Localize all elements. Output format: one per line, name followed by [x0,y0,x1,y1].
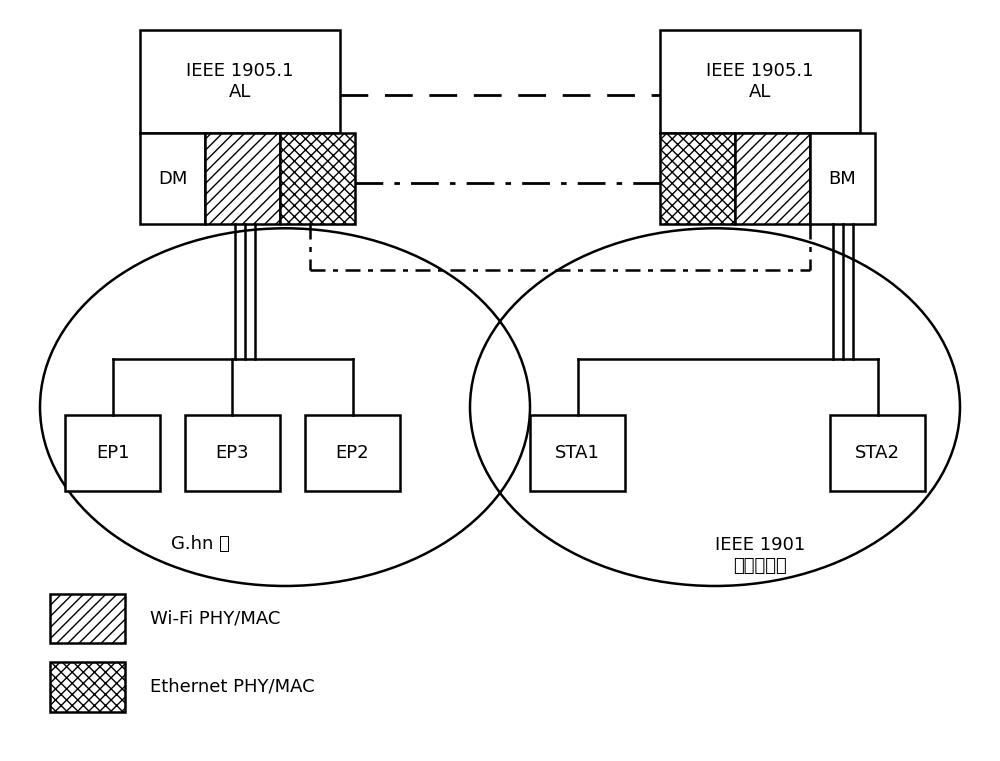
Text: IEEE 1905.1
AL: IEEE 1905.1 AL [186,62,294,101]
Text: BM: BM [829,170,856,188]
Bar [660,133,735,224]
Bar [810,133,875,224]
Bar [830,415,925,491]
Text: IEEE 1901
基本服务集: IEEE 1901 基本服务集 [715,537,805,575]
Bar [185,415,280,491]
Text: IEEE 1905.1
AL: IEEE 1905.1 AL [706,62,814,101]
Text: Wi-Fi PHY/MAC: Wi-Fi PHY/MAC [150,610,280,627]
Bar [65,415,160,491]
Text: EP3: EP3 [216,444,249,462]
Text: Ethernet PHY/MAC: Ethernet PHY/MAC [150,678,315,696]
Bar [530,415,625,491]
Text: EP2: EP2 [336,444,369,462]
Bar [735,133,810,224]
Text: STA2: STA2 [855,444,900,462]
Text: DM: DM [158,170,187,188]
Bar [660,30,860,133]
Bar [205,133,280,224]
Text: STA1: STA1 [555,444,600,462]
Bar [50,662,125,712]
Bar [305,415,400,491]
Bar [280,133,355,224]
Bar [140,30,340,133]
Text: EP1: EP1 [96,444,129,462]
Bar [140,133,205,224]
Bar [50,594,125,643]
Text: G.hn 域: G.hn 域 [171,535,229,553]
